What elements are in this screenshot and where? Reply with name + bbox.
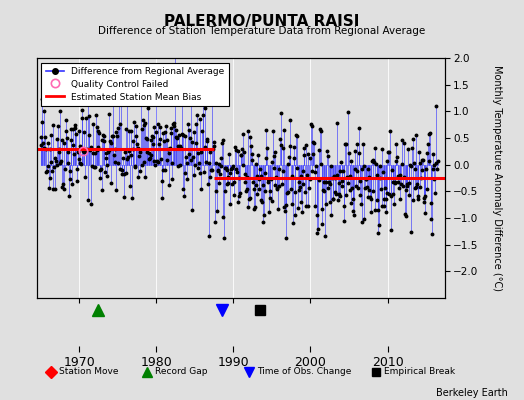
Text: PALERMO/PUNTA RAISI: PALERMO/PUNTA RAISI [165,14,359,29]
Y-axis label: Monthly Temperature Anomaly Difference (°C): Monthly Temperature Anomaly Difference (… [493,65,503,291]
Text: Record Gap: Record Gap [155,368,208,376]
Text: Berkeley Earth: Berkeley Earth [436,388,508,398]
Text: Station Move: Station Move [59,368,118,376]
Text: Difference of Station Temperature Data from Regional Average: Difference of Station Temperature Data f… [99,26,425,36]
Text: Empirical Break: Empirical Break [384,368,455,376]
Text: Time of Obs. Change: Time of Obs. Change [257,368,352,376]
Legend: Difference from Regional Average, Quality Control Failed, Estimated Station Mean: Difference from Regional Average, Qualit… [41,62,229,106]
